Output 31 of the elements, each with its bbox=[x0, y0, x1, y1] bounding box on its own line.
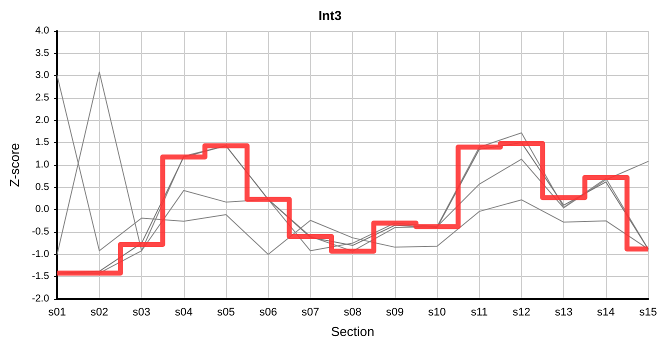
y-tick-label: -1.0 bbox=[32, 248, 50, 260]
x-tick-label: s12 bbox=[512, 306, 530, 318]
y-tick-label: 0.5 bbox=[35, 182, 50, 193]
y-tick-label: 1.5 bbox=[35, 137, 50, 148]
x-tick-label: s03 bbox=[132, 306, 150, 318]
y-axis-title: Z-score bbox=[7, 142, 22, 188]
y-tick-label: -2.0 bbox=[32, 294, 50, 304]
x-tick-label: s10 bbox=[428, 306, 446, 318]
y-tick-label: 2.0 bbox=[35, 114, 50, 126]
x-tick-label: s06 bbox=[259, 306, 278, 318]
y-tick-label: -0.5 bbox=[32, 226, 50, 238]
y-tick-label: 3.0 bbox=[35, 70, 50, 82]
x-tick-label: s14 bbox=[597, 306, 615, 318]
x-tick-label: s07 bbox=[302, 306, 320, 318]
chart-title: Int3 bbox=[318, 8, 342, 23]
x-tick-label: s13 bbox=[554, 306, 573, 318]
y-tick-label: 1.0 bbox=[35, 160, 50, 170]
x-axis-title: Section bbox=[330, 324, 374, 339]
y-tick-label: 2.5 bbox=[35, 92, 50, 104]
x-tick-label: s15 bbox=[639, 306, 658, 318]
x-tick-label: s08 bbox=[344, 306, 362, 318]
x-tick-label: s02 bbox=[90, 306, 108, 318]
y-tick-label: 0.0 bbox=[35, 204, 50, 216]
y-tick-label: 4.0 bbox=[35, 26, 50, 36]
y-tick-label: 3.5 bbox=[35, 48, 50, 59]
y-tick-label: -1.5 bbox=[32, 271, 50, 282]
x-tick-label: s11 bbox=[470, 306, 488, 318]
x-tick-label: s05 bbox=[217, 306, 235, 318]
x-tick-label: s01 bbox=[48, 306, 66, 318]
x-tick-label: s09 bbox=[386, 306, 404, 318]
x-tick-label: s04 bbox=[174, 306, 193, 318]
